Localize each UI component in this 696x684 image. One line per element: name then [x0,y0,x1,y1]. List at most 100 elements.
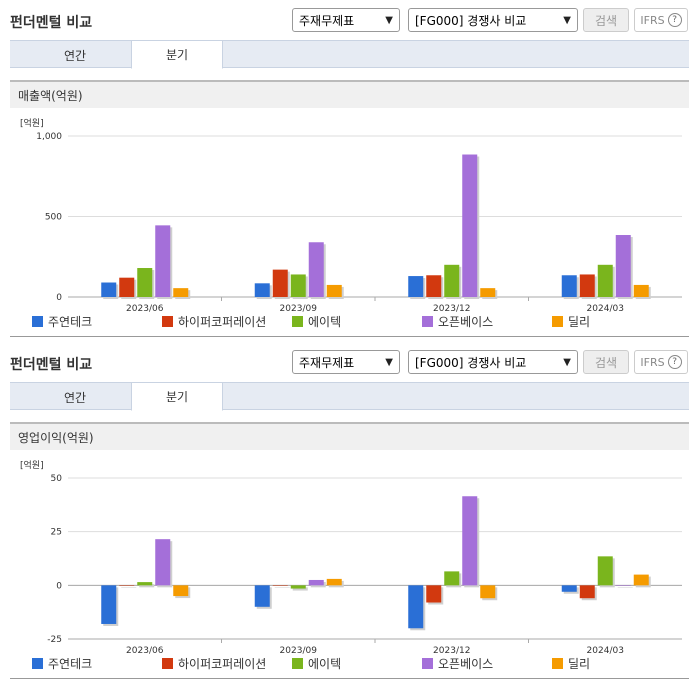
bar [615,235,631,297]
compare-value: [FG000] 경쟁사 비교 [415,355,527,370]
bar-shadow [121,587,137,588]
legend-item[interactable]: 오픈베이스 [422,655,493,672]
bar [426,585,442,603]
report-type-select[interactable]: 주재무제표 ▼ [292,8,400,32]
bar [119,585,135,586]
bar-shadow [274,587,290,588]
x-tick-label: 2024/03 [587,304,624,312]
period-tabs: 연간 분기 [10,40,689,69]
compare-select[interactable]: [FG000] 경쟁사 비교 ▼ [408,350,578,374]
ifrs-button[interactable]: IFRS ? [634,8,688,32]
bar [597,556,613,586]
y-tick-label: 0 [56,581,62,591]
legend-swatch [162,316,173,327]
bar [444,264,460,297]
legend-swatch [32,658,43,669]
legend-item[interactable]: 주연테크 [32,313,92,330]
legend-label: 오픈베이스 [438,657,494,671]
legend-item[interactable]: 에이텍 [292,655,341,672]
x-tick-label: 2024/03 [587,646,624,654]
chevron-down-icon: ▼ [563,14,571,26]
legend-label: 주연테크 [48,315,93,329]
bar [579,274,595,297]
x-tick-label: 2023/12 [433,304,470,312]
bar [101,585,117,624]
y-tick-label: 500 [45,213,62,223]
y-tick-label: 50 [51,474,63,484]
bar [254,283,270,297]
bar [408,585,424,629]
bar [561,585,577,592]
report-type-value: 주재무제표 [299,355,355,370]
x-tick-label: 2023/09 [280,646,318,654]
y-tick-label: 1,000 [36,132,62,142]
legend-swatch [552,658,563,669]
section-divider [10,678,689,679]
legend-item[interactable]: 오픈베이스 [422,313,493,330]
y-tick-label: -25 [47,635,62,645]
tab-annual[interactable]: 연간 [63,48,87,63]
compare-select[interactable]: [FG000] 경쟁사 비교 ▼ [408,8,578,32]
legend-item[interactable]: 하이퍼코퍼레이션 [162,655,266,672]
search-button[interactable]: 검색 [583,8,629,32]
chart-legend: 주연테크 하이퍼코퍼레이션 에이텍 오픈베이스 딜리 [10,311,689,331]
tab-quarterly[interactable]: 분기 [131,40,223,69]
bar [155,225,171,297]
legend-swatch [422,316,433,327]
bar [137,268,153,297]
bar [254,585,270,607]
bar [326,578,342,586]
legend-item[interactable]: 딜리 [552,655,590,672]
legend-item[interactable]: 딜리 [552,313,590,330]
search-button[interactable]: 검색 [583,350,629,374]
chevron-down-icon: ▼ [385,356,393,368]
legend-swatch [292,658,303,669]
bar [561,275,577,297]
chevron-down-icon: ▼ [385,14,393,26]
bar [633,284,649,297]
report-type-select[interactable]: 주재무제표 ▼ [292,350,400,374]
legend-item[interactable]: 에이텍 [292,313,341,330]
bar [480,288,496,297]
bar [272,269,288,297]
x-tick-label: 2023/06 [126,304,164,312]
legend-label: 오픈베이스 [438,315,494,329]
legend-swatch [292,316,303,327]
legend-item[interactable]: 하이퍼코퍼레이션 [162,313,266,330]
x-tick-label: 2023/06 [126,646,164,654]
legend-label: 주연테크 [48,657,93,671]
bar [615,585,631,586]
y-unit-label: [억원] [20,459,44,471]
bar [308,242,324,297]
bar [408,276,424,297]
bar [290,274,306,297]
tab-annual[interactable]: 연간 [63,390,87,405]
period-tabs: 연간 분기 [10,382,689,411]
bar-shadow [617,587,633,588]
y-tick-label: 25 [51,528,62,538]
ifrs-button[interactable]: IFRS ? [634,350,688,374]
bar [308,579,324,586]
help-icon[interactable]: ? [667,13,682,27]
ifrs-label: IFRS [640,13,665,27]
legend-swatch [162,658,173,669]
bar [462,496,478,586]
x-tick-label: 2023/09 [280,304,318,312]
legend-item[interactable]: 주연테크 [32,655,92,672]
bar [579,585,595,599]
bar [426,275,442,297]
bar [137,582,153,586]
help-icon[interactable]: ? [667,355,682,369]
y-tick-label: 0 [56,293,62,303]
bar [101,282,117,297]
y-unit-label: [억원] [20,117,44,129]
legend-label: 하이퍼코퍼레이션 [178,657,267,671]
tab-quarterly[interactable]: 분기 [131,382,223,411]
bar [119,277,135,297]
legend-label: 에이텍 [308,657,342,671]
bar-shadow [292,587,308,591]
compare-value: [FG000] 경쟁사 비교 [415,13,527,28]
bar [290,585,306,589]
chart-legend: 주연테크 하이퍼코퍼레이션 에이텍 오픈베이스 딜리 [10,653,689,673]
legend-label: 딜리 [568,315,591,329]
